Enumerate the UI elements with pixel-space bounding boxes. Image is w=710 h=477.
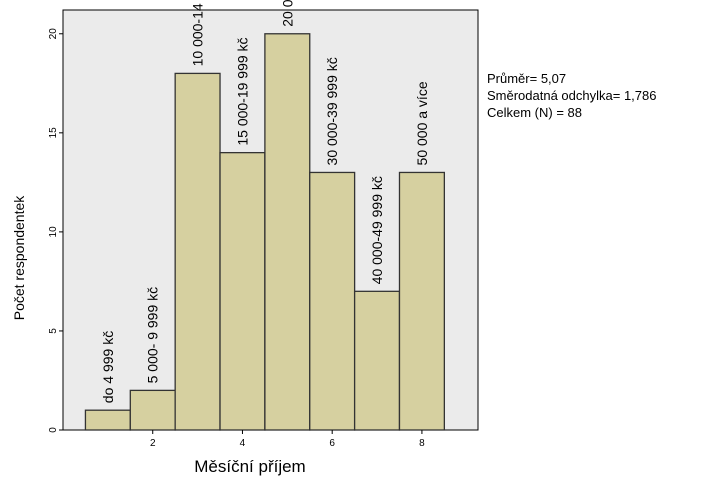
x-axis-label: Měsíční příjem	[194, 457, 305, 476]
y-tick-label-1: 0	[48, 427, 59, 433]
x-tick-label-2: 4	[240, 438, 246, 449]
x-tick-label-3: 6	[329, 438, 335, 449]
bar-label-2: 5 000- 9 999 kč	[145, 287, 161, 384]
y-tick-label-4: 15	[48, 127, 59, 139]
bar-5	[264, 33, 311, 431]
bar-label-5: 20 000-29 999 kč	[279, 0, 295, 27]
stat-n: Celkem (N) = 88	[487, 105, 582, 120]
bar-7	[353, 290, 401, 431]
bar-label-4: 15 000-19 999 kč	[234, 37, 250, 145]
bar-label-3: 10 000-14 999 kč	[190, 0, 206, 66]
bar-3	[174, 72, 221, 431]
statistics-box: Průměr= 5,07 Směrodatná odchylka= 1,786 …	[487, 70, 656, 121]
bar-6	[309, 171, 356, 431]
x-axis: 2 4 6 8	[150, 430, 425, 449]
bar-label-7: 40 000-49 999 kč	[369, 176, 385, 284]
bar-label-8: 50 000 a více	[414, 81, 430, 165]
y-tick-label-5: 20	[48, 28, 59, 40]
y-tick-label-2: 5	[48, 328, 59, 334]
stat-mean: Průměr= 5,07	[487, 71, 567, 86]
bar-2	[129, 389, 176, 431]
x-tick-label-1: 2	[150, 438, 156, 449]
x-tick-label-4: 8	[419, 438, 425, 449]
y-axis: 0 5 10 15 20	[48, 28, 63, 433]
stat-std: Směrodatná odchylka= 1,786	[487, 88, 657, 103]
bar-4	[219, 151, 266, 431]
y-tick-label-3: 10	[48, 226, 59, 238]
bars-group	[84, 33, 446, 431]
bar-1	[84, 409, 131, 431]
bar-labels-group: do 4 999 kč 5 000- 9 999 kč 10 000-14 999 …	[100, 0, 430, 403]
y-axis-label: Počet respondentek	[11, 195, 27, 321]
bar-label-1: do 4 999 kč	[100, 331, 116, 403]
bar-8	[398, 171, 446, 431]
bar-label-6: 30 000-39 999 kč	[324, 57, 340, 165]
